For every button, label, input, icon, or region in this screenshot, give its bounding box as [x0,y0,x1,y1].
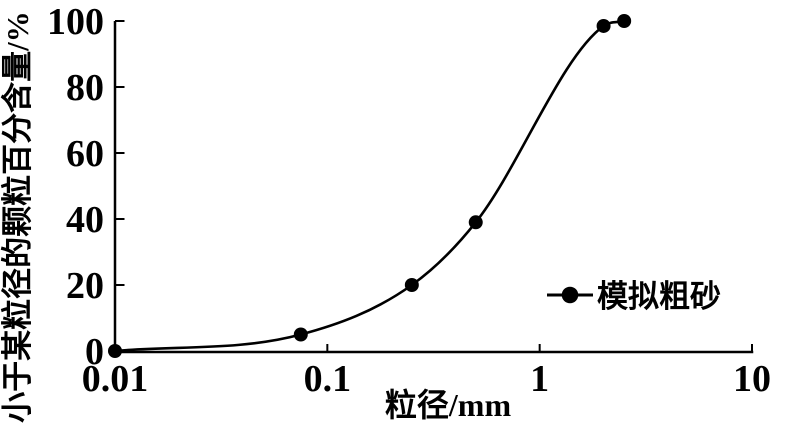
y-tick-label: 60 [66,133,104,175]
x-axis-title: 粒径/mm [385,387,512,423]
y-tick-label: 100 [47,1,104,43]
axes [113,21,754,354]
data-point-marker [468,215,483,230]
data-point-marker [108,344,122,358]
x-tick-label: 0.1 [304,358,352,400]
data-point-marker [404,278,419,292]
x-tick-label: 0.01 [82,358,149,400]
y-tick-label: 20 [66,265,104,307]
data-point-marker [596,18,611,33]
x-tick-label: 1 [530,358,549,400]
series-curve [114,19,625,353]
y-tick-label: 80 [66,67,104,109]
legend-marker-icon [561,286,579,304]
legend-label: 模拟粗砂 [597,279,721,314]
y-tick-label: 0 [85,331,104,373]
y-axis-title: 小于某粒径的颗粒百分含量/% [0,11,35,423]
y-tick-label: 40 [66,199,104,241]
data-point-marker [293,327,308,342]
axis-tick-labels: 0 20 40 60 80 100 0.01 0.1 1 10 [47,1,771,400]
data-series [108,14,632,358]
x-tick-label: 10 [733,358,771,400]
legend: 模拟粗砂 [547,279,721,314]
data-point-marker [617,14,632,28]
